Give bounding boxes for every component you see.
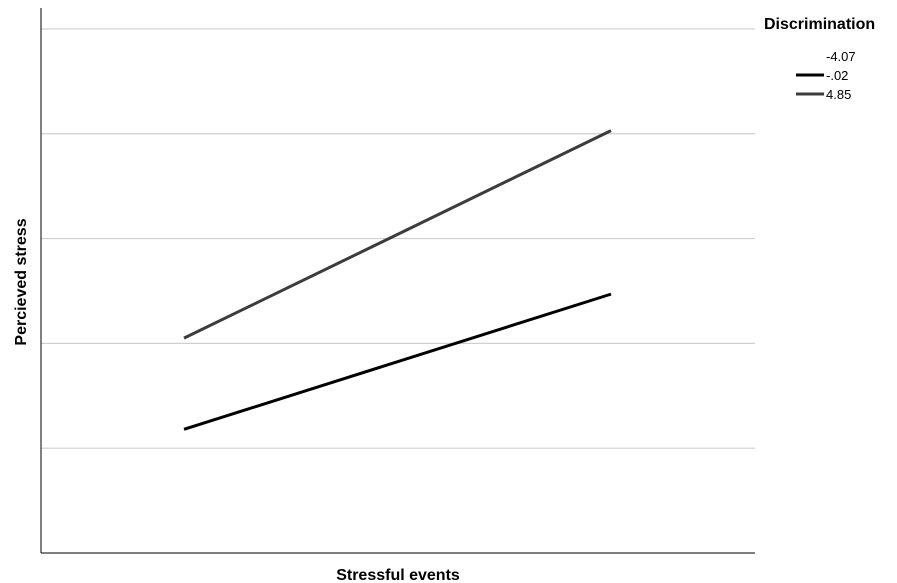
grid-lines xyxy=(41,28,755,449)
legend-label-1: -.02 xyxy=(826,68,848,83)
x-axis-label: Stressful events xyxy=(336,567,460,583)
series-line-2 xyxy=(183,129,612,340)
series-line-1 xyxy=(183,292,612,431)
legend-label-2: 4.85 xyxy=(826,87,851,102)
legend: Discrimination -4.07 -.02 4.85 xyxy=(764,16,875,102)
legend-label-0: -4.07 xyxy=(826,49,856,64)
y-axis-label: Percieved stress xyxy=(13,218,30,345)
legend-title: Discrimination xyxy=(764,16,875,33)
series-lines xyxy=(183,129,612,431)
